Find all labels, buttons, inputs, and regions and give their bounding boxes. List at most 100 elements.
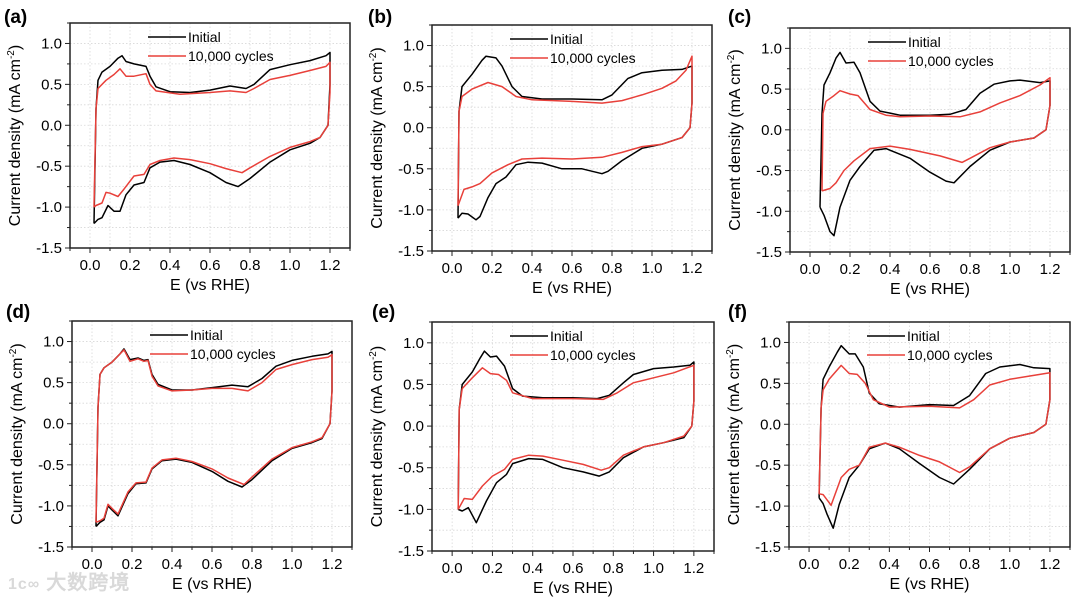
y-axis-label-text: Current density (mA cm xyxy=(369,360,386,527)
y-axis-label: Current density (mA cm-2) xyxy=(726,49,744,230)
series-line-initial xyxy=(95,348,333,528)
series-line-10000-cycles xyxy=(457,364,695,510)
x-tick-label: 0.2 xyxy=(482,560,503,577)
y-tick-label: 1.0 xyxy=(41,35,62,52)
series-line-initial xyxy=(819,51,1051,237)
x-tick-label: 0.0 xyxy=(800,261,821,278)
y-axis-label-close: ) xyxy=(369,346,386,351)
series-line-10000-cycles xyxy=(95,349,333,523)
y-tick-label: -0.5 xyxy=(755,457,781,474)
x-tick-label: 1.2 xyxy=(1039,556,1060,573)
x-tick-label: 1.0 xyxy=(643,560,664,577)
y-tick-label: 1.0 xyxy=(403,38,424,55)
y-tick-label: 0.5 xyxy=(43,375,64,392)
x-tick-label: 0.2 xyxy=(122,556,143,573)
series-line-10000-cycles xyxy=(821,76,1051,192)
panel-c: 0.0 0.2 0.4 0.6 0.8 1.0 1.2 -1.5 -1.0 -0.5 0.0 0.5 1… xyxy=(726,7,1071,298)
y-tick-label: -1.0 xyxy=(398,501,424,518)
y-axis-label-close: ) xyxy=(7,45,24,50)
y-tick-label: 1.0 xyxy=(760,334,781,351)
panel-b: 0.0 0.2 0.4 0.6 0.8 1.0 1.2 -1.5 -1.0 -0.5 0.0 0.5 1… xyxy=(368,7,713,297)
x-tick-label: 0.8 xyxy=(242,556,263,573)
legend-label: 10,000 cycles xyxy=(550,50,636,66)
x-tick-label: 1.2 xyxy=(320,257,341,274)
x-tick-label: 1.2 xyxy=(682,260,703,277)
y-axis-label-superscript: -2 xyxy=(368,52,379,61)
series-line-initial xyxy=(457,55,693,221)
x-axis-label: E (vs RHE) xyxy=(890,281,970,298)
series-line-10000-cycles xyxy=(818,364,1051,507)
panel-label: (a) xyxy=(4,7,27,28)
y-axis-label-close: ) xyxy=(9,343,26,348)
y-axis-label: Current density (mA cm-2) xyxy=(6,45,24,226)
y-tick-label: 0.5 xyxy=(760,375,781,392)
x-tick-label: 0.8 xyxy=(960,261,981,278)
y-tick-label: -1.0 xyxy=(36,199,62,216)
y-tick-label: -1.0 xyxy=(755,498,781,515)
y-axis-label: Current density (mA cm-2) xyxy=(725,344,743,525)
y-tick-label: 1.0 xyxy=(403,335,424,352)
legend-label: Initial xyxy=(550,328,583,344)
x-axis-label: E (vs RHE) xyxy=(890,576,970,593)
series-line-initial xyxy=(457,350,695,524)
y-tick-label: 0.5 xyxy=(761,81,782,98)
y-tick-label: -1.5 xyxy=(756,244,782,261)
y-tick-label: -1.0 xyxy=(38,498,64,515)
y-axis-label-text: Current density (mA cm xyxy=(726,358,743,525)
panel-d: 0.0 0.2 0.4 0.6 0.8 1.0 1.2 -1.5 -1.0 -0.5 0.0 0.5 1… xyxy=(6,302,353,593)
x-tick-label: 0.8 xyxy=(240,257,261,274)
series-line-10000-cycles xyxy=(93,61,331,208)
y-tick-label: -1.5 xyxy=(398,243,424,260)
y-axis-label-close: ) xyxy=(727,49,744,54)
x-tick-label: 0.4 xyxy=(160,257,181,274)
x-axis-label: E (vs RHE) xyxy=(532,280,612,297)
y-axis-label-superscript: -2 xyxy=(726,54,737,63)
y-tick-label: -1.5 xyxy=(36,240,62,257)
legend-label: Initial xyxy=(188,29,221,45)
x-tick-label: 1.0 xyxy=(999,556,1020,573)
panel-label: (b) xyxy=(368,7,392,28)
y-tick-label: 0.0 xyxy=(760,416,781,433)
x-tick-label: 0.0 xyxy=(80,257,101,274)
x-tick-label: 0.8 xyxy=(602,260,623,277)
x-tick-label: 0.4 xyxy=(880,261,901,278)
x-axis-label: E (vs RHE) xyxy=(170,277,250,294)
panel-f: 0.0 0.2 0.4 0.6 0.8 1.0 1.2 -1.5 -1.0 -0.5 0.0 0.5 1… xyxy=(725,302,1071,593)
y-tick-label: -0.5 xyxy=(756,163,782,180)
panel-label: (c) xyxy=(728,7,751,28)
y-tick-label: 0.0 xyxy=(43,416,64,433)
y-tick-label: 1.0 xyxy=(761,40,782,57)
x-tick-label: 0.8 xyxy=(603,560,624,577)
x-tick-label: 0.6 xyxy=(563,560,584,577)
x-tick-label: 0.4 xyxy=(879,556,900,573)
legend-label: Initial xyxy=(190,327,223,343)
legend-label: Initial xyxy=(550,31,583,47)
y-tick-label: 0.0 xyxy=(41,117,62,134)
x-tick-label: 0.8 xyxy=(959,556,980,573)
y-tick-label: -0.5 xyxy=(398,161,424,178)
y-axis-label-text: Current density (mA cm xyxy=(7,59,24,226)
watermark: 1c∞ 大数跨境 xyxy=(8,566,130,595)
x-tick-label: 0.0 xyxy=(799,556,820,573)
x-tick-label: 0.0 xyxy=(442,260,463,277)
legend-label: Initial xyxy=(908,34,941,50)
y-tick-label: -1.0 xyxy=(756,203,782,220)
x-tick-label: 0.2 xyxy=(839,556,860,573)
y-tick-label: 0.0 xyxy=(403,120,424,137)
y-tick-label: -0.5 xyxy=(38,457,64,474)
x-tick-label: 0.6 xyxy=(562,260,583,277)
y-axis-label-superscript: -2 xyxy=(368,351,379,360)
x-tick-label: 0.6 xyxy=(919,556,940,573)
y-tick-label: -0.5 xyxy=(36,158,62,175)
panel-label: (e) xyxy=(372,302,395,323)
y-tick-label: 0.5 xyxy=(403,376,424,393)
panel-label: (f) xyxy=(728,302,747,323)
x-tick-label: 1.2 xyxy=(1040,261,1061,278)
x-tick-label: 1.0 xyxy=(1000,261,1021,278)
y-axis-label: Current density (mA cm-2) xyxy=(368,47,386,228)
y-axis-label-close: ) xyxy=(369,47,386,52)
x-tick-label: 1.0 xyxy=(642,260,663,277)
x-tick-label: 0.2 xyxy=(482,260,503,277)
panel-a: 0.0 0.2 0.4 0.6 0.8 1.0 1.2 -1.5 -1.0 -0.5 0.0 0.5 1… xyxy=(4,7,351,294)
legend-label: 10,000 cycles xyxy=(188,48,274,64)
